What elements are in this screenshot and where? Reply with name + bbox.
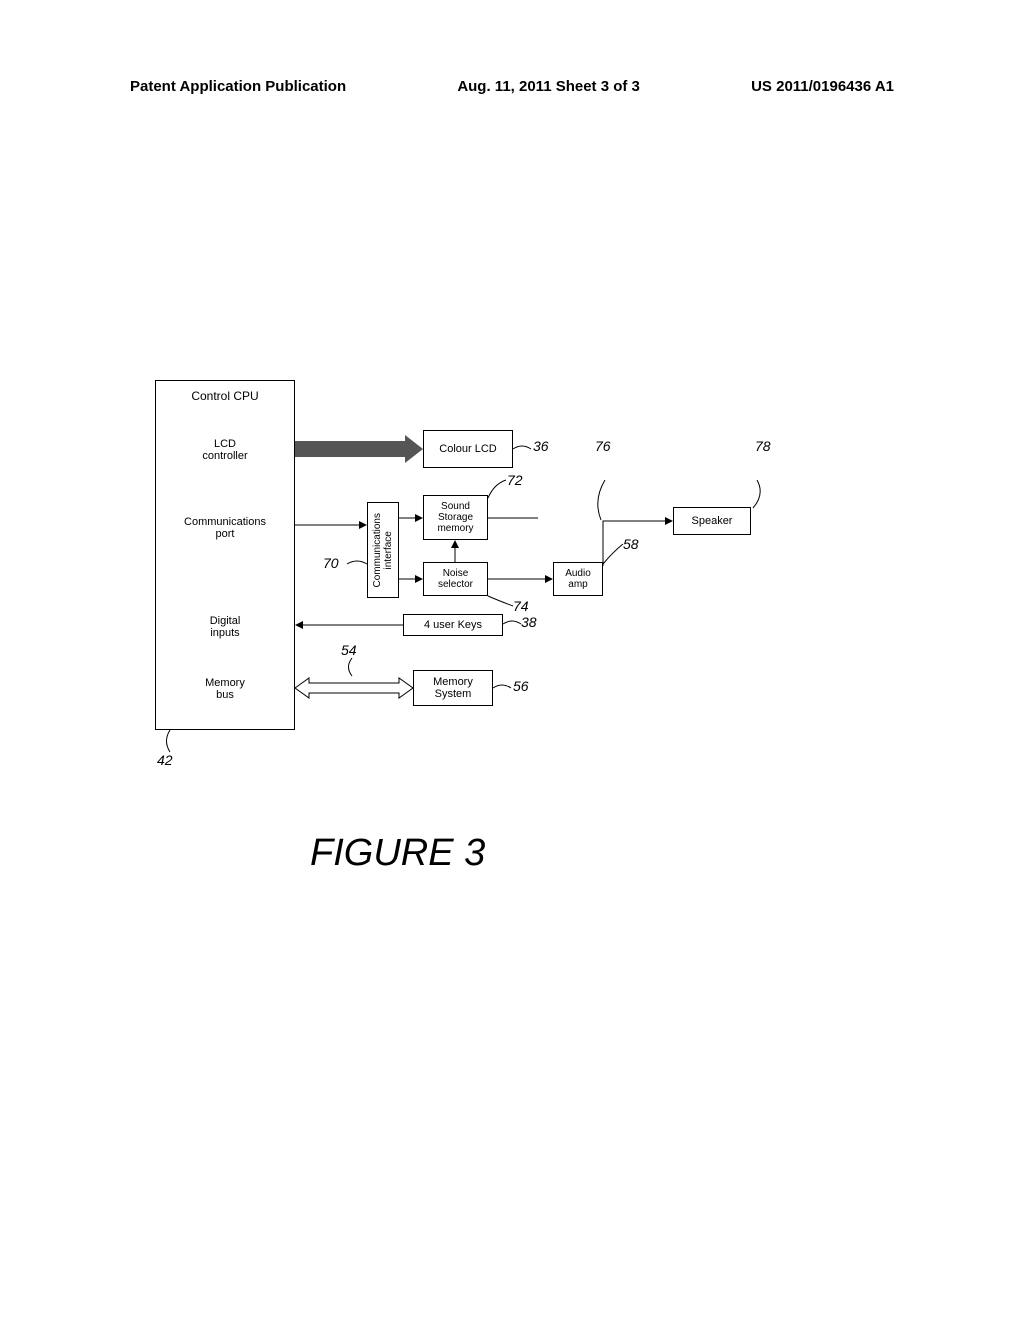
ref-58: 58 bbox=[623, 536, 639, 552]
ref-72: 72 bbox=[507, 472, 523, 488]
cpu-title: Control CPU bbox=[156, 389, 294, 403]
memory-system-box: MemorySystem bbox=[413, 670, 493, 706]
audio-amp-box: Audioamp bbox=[553, 562, 603, 596]
ref-58-curve bbox=[603, 544, 623, 564]
comm-port-label: Communicationsport bbox=[156, 516, 294, 540]
comm-port-arrow bbox=[295, 520, 367, 530]
ref-78-curve bbox=[753, 480, 771, 508]
comm-interface-box: Communicationsinterface bbox=[367, 502, 399, 598]
noise-to-amp-arrow bbox=[488, 574, 553, 584]
ref-76-curve bbox=[593, 480, 611, 520]
header-center: Aug. 11, 2011 Sheet 3 of 3 bbox=[457, 78, 640, 95]
memory-bus-arrow bbox=[295, 676, 413, 700]
ref-70: 70 bbox=[323, 555, 339, 571]
colour-lcd-box: Colour LCD bbox=[423, 430, 513, 468]
memory-bus-label: Memorybus bbox=[156, 677, 294, 701]
ref-42-curve bbox=[163, 730, 177, 752]
ref-74: 74 bbox=[513, 598, 529, 614]
block-diagram: Control CPU LCDcontroller Communications… bbox=[155, 380, 875, 750]
sound-right-line bbox=[488, 513, 538, 523]
ref-54-curve bbox=[345, 658, 359, 676]
header-right: US 2011/0196436 A1 bbox=[751, 78, 894, 95]
ref-38-curve bbox=[503, 618, 521, 630]
ref-56-curve bbox=[493, 682, 511, 694]
ref-72-curve bbox=[488, 480, 506, 498]
ref-36-curve bbox=[513, 443, 531, 455]
lcd-arrow bbox=[295, 435, 423, 463]
ref-36: 36 bbox=[533, 438, 549, 454]
ref-78: 78 bbox=[755, 438, 771, 454]
header-left: Patent Application Publication bbox=[130, 78, 346, 95]
ref-38: 38 bbox=[521, 614, 537, 630]
figure-caption: FIGURE 3 bbox=[310, 832, 485, 875]
ci-to-noise-arrow bbox=[399, 574, 423, 584]
noise-to-sound-arrow bbox=[450, 540, 460, 562]
keys-to-cpu-arrow bbox=[295, 620, 403, 630]
noise-selector-box: Noiseselector bbox=[423, 562, 488, 596]
control-cpu-box: Control CPU LCDcontroller Communications… bbox=[155, 380, 295, 730]
lcd-controller-label: LCDcontroller bbox=[156, 438, 294, 462]
digital-inputs-label: Digitalinputs bbox=[156, 615, 294, 639]
page-header: Patent Application Publication Aug. 11, … bbox=[0, 78, 1024, 95]
ref-42: 42 bbox=[157, 752, 173, 768]
ref-74-curve bbox=[488, 596, 513, 610]
comm-interface-label: Communicationsinterface bbox=[372, 513, 394, 587]
ref-70-curve bbox=[347, 558, 367, 570]
sound-storage-box: SoundStoragememory bbox=[423, 495, 488, 540]
ref-54: 54 bbox=[341, 642, 357, 658]
ref-56: 56 bbox=[513, 678, 529, 694]
user-keys-box: 4 user Keys bbox=[403, 614, 503, 636]
ref-76: 76 bbox=[595, 438, 611, 454]
ci-to-sound-arrow bbox=[399, 513, 423, 523]
speaker-box: Speaker bbox=[673, 507, 751, 535]
